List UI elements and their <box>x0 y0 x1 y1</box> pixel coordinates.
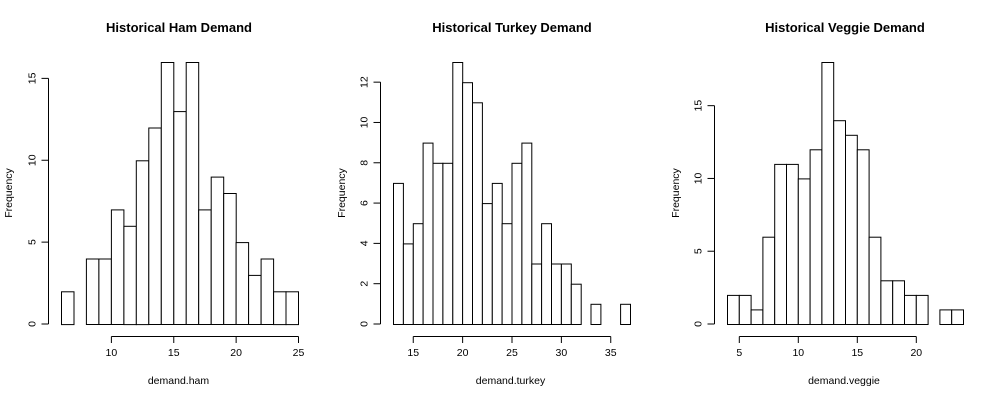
histogram-bar <box>531 263 543 325</box>
histogram-bar <box>868 236 882 325</box>
histogram-bar <box>750 309 764 325</box>
histogram-panel-3: Historical Veggie Demand 5 10 15 20 0 5 10 15 dem… <box>670 20 965 387</box>
x-tick-label: 15 <box>168 347 180 359</box>
histogram-bar <box>223 193 237 325</box>
y-tick-label: 0 <box>27 321 39 327</box>
histogram-bar <box>432 162 444 325</box>
histogram-bar <box>738 294 752 325</box>
histogram-bar <box>462 82 474 325</box>
y-tick-label: 0 <box>359 321 371 327</box>
histogram-bar <box>210 176 225 325</box>
histogram-bar <box>442 162 454 325</box>
y-axis-label: Frequency <box>3 167 15 217</box>
y-tick-label: 10 <box>693 172 705 184</box>
y-tick-label: 10 <box>27 154 39 166</box>
histogram-bar <box>727 294 740 325</box>
histogram-bar <box>235 242 250 326</box>
histogram-bar <box>880 280 894 325</box>
y-tick-label: 4 <box>359 240 371 246</box>
x-tick-label: 35 <box>605 347 617 359</box>
histogram-bar <box>904 294 917 325</box>
histogram-bar <box>285 291 299 326</box>
histogram-bar <box>491 182 503 325</box>
histogram-bar <box>452 62 464 325</box>
histogram-bar <box>892 280 906 325</box>
x-axis-label: demand.ham <box>148 375 210 387</box>
y-tick-label: 12 <box>359 76 371 88</box>
chart-title: Historical Veggie Demand <box>765 20 925 35</box>
chart-title: Historical Turkey Demand <box>432 20 591 35</box>
x-tick-label: 15 <box>851 347 863 359</box>
histogram-bar <box>821 62 835 325</box>
x-axis-label: demand.veggie <box>808 375 880 387</box>
histogram-bar <box>148 127 162 325</box>
x-tick-label: 25 <box>293 347 305 359</box>
histogram-bar <box>560 263 572 325</box>
histogram-bar <box>809 149 823 325</box>
x-tick-label: 20 <box>230 347 242 359</box>
histogram-bar <box>833 120 847 325</box>
x-axis-label: demand.turkey <box>476 375 546 387</box>
histogram-bar <box>402 243 414 325</box>
x-tick-label: 20 <box>910 347 922 359</box>
histogram-panel-1: Historical Ham Demand 10 15 20 25 0 5 10 15 deman… <box>3 20 304 387</box>
histogram-bar <box>521 142 533 325</box>
histogram-bar <box>248 274 262 325</box>
histogram-bar <box>762 236 776 325</box>
histogram-bar <box>951 309 965 325</box>
y-tick-label: 5 <box>27 239 39 245</box>
x-tick-label: 5 <box>736 347 742 359</box>
histogram-bar <box>856 149 870 325</box>
y-tick-label: 15 <box>693 100 705 112</box>
histogram-bar <box>85 258 100 325</box>
histogram-bar <box>939 309 953 325</box>
y-tick-label: 0 <box>693 321 705 327</box>
histogram-bar <box>61 291 75 326</box>
y-tick-label: 5 <box>693 248 705 254</box>
y-axis-label: Frequency <box>336 167 348 217</box>
x-tick-label: 15 <box>407 347 419 359</box>
x-tick-label: 30 <box>556 347 568 359</box>
y-tick-label: 10 <box>359 116 371 128</box>
histogram-bar <box>123 225 137 326</box>
histogram-bar <box>620 303 631 325</box>
histogram-bar <box>110 209 125 325</box>
histogram-bar <box>422 142 434 325</box>
histogram-bar <box>797 178 811 325</box>
y-tick-label: 8 <box>359 160 371 166</box>
histogram-bar <box>198 209 212 325</box>
histogram-bar <box>412 223 424 325</box>
histogram-bar <box>260 258 275 325</box>
x-tick-label: 10 <box>106 347 118 359</box>
histogram-bar <box>160 62 175 325</box>
histogram-bar <box>541 223 552 325</box>
x-tick-label: 25 <box>506 347 518 359</box>
histogram-bar <box>98 258 112 325</box>
histogram-bar <box>511 162 523 325</box>
x-tick-label: 10 <box>792 347 804 359</box>
histogram-bar <box>915 294 929 325</box>
histogram-bar <box>786 163 799 325</box>
histogram-bar <box>273 291 287 326</box>
histogram-bar <box>501 223 513 325</box>
y-tick-label: 6 <box>359 200 371 206</box>
histogram-bar <box>135 160 150 326</box>
histogram-bar <box>845 134 858 325</box>
histogram-bar <box>393 182 404 325</box>
y-axis-label: Frequency <box>670 167 682 217</box>
histogram-bar <box>570 283 582 326</box>
histogram-panel-2: Historical Turkey Demand 15 20 25 30 35 0 2 4 6 8 1… <box>336 20 631 387</box>
chart-title: Historical Ham Demand <box>106 20 252 35</box>
histogram-bar <box>774 163 788 325</box>
histogram-bar <box>185 62 200 325</box>
histogram-bar <box>590 303 602 325</box>
histogram-bar <box>472 102 483 325</box>
x-tick-label: 20 <box>457 347 469 359</box>
y-tick-label: 15 <box>27 72 39 84</box>
y-tick-label: 2 <box>359 281 371 287</box>
histogram-bar <box>173 111 187 325</box>
histogram-bar <box>481 203 493 326</box>
histogram-bar <box>551 263 562 325</box>
